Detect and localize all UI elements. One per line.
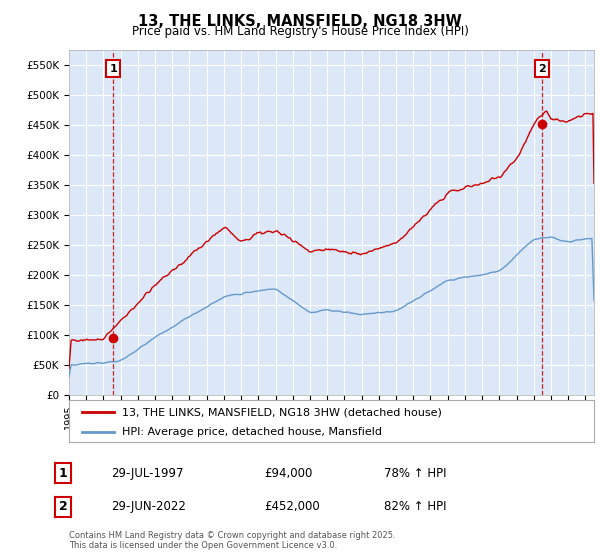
Text: Price paid vs. HM Land Registry's House Price Index (HPI): Price paid vs. HM Land Registry's House … <box>131 25 469 38</box>
Text: 29-JUN-2022: 29-JUN-2022 <box>111 500 186 514</box>
Text: HPI: Average price, detached house, Mansfield: HPI: Average price, detached house, Mans… <box>121 427 382 437</box>
Text: 2: 2 <box>59 500 67 514</box>
Text: 78% ↑ HPI: 78% ↑ HPI <box>384 466 446 480</box>
Text: 13, THE LINKS, MANSFIELD, NG18 3HW (detached house): 13, THE LINKS, MANSFIELD, NG18 3HW (deta… <box>121 407 442 417</box>
Text: 2: 2 <box>538 64 546 73</box>
Text: £94,000: £94,000 <box>264 466 313 480</box>
Text: Contains HM Land Registry data © Crown copyright and database right 2025.
This d: Contains HM Land Registry data © Crown c… <box>69 530 395 550</box>
Text: 1: 1 <box>110 64 117 73</box>
Text: £452,000: £452,000 <box>264 500 320 514</box>
Text: 29-JUL-1997: 29-JUL-1997 <box>111 466 184 480</box>
Text: 13, THE LINKS, MANSFIELD, NG18 3HW: 13, THE LINKS, MANSFIELD, NG18 3HW <box>138 14 462 29</box>
Text: 1: 1 <box>59 466 67 480</box>
Text: 82% ↑ HPI: 82% ↑ HPI <box>384 500 446 514</box>
